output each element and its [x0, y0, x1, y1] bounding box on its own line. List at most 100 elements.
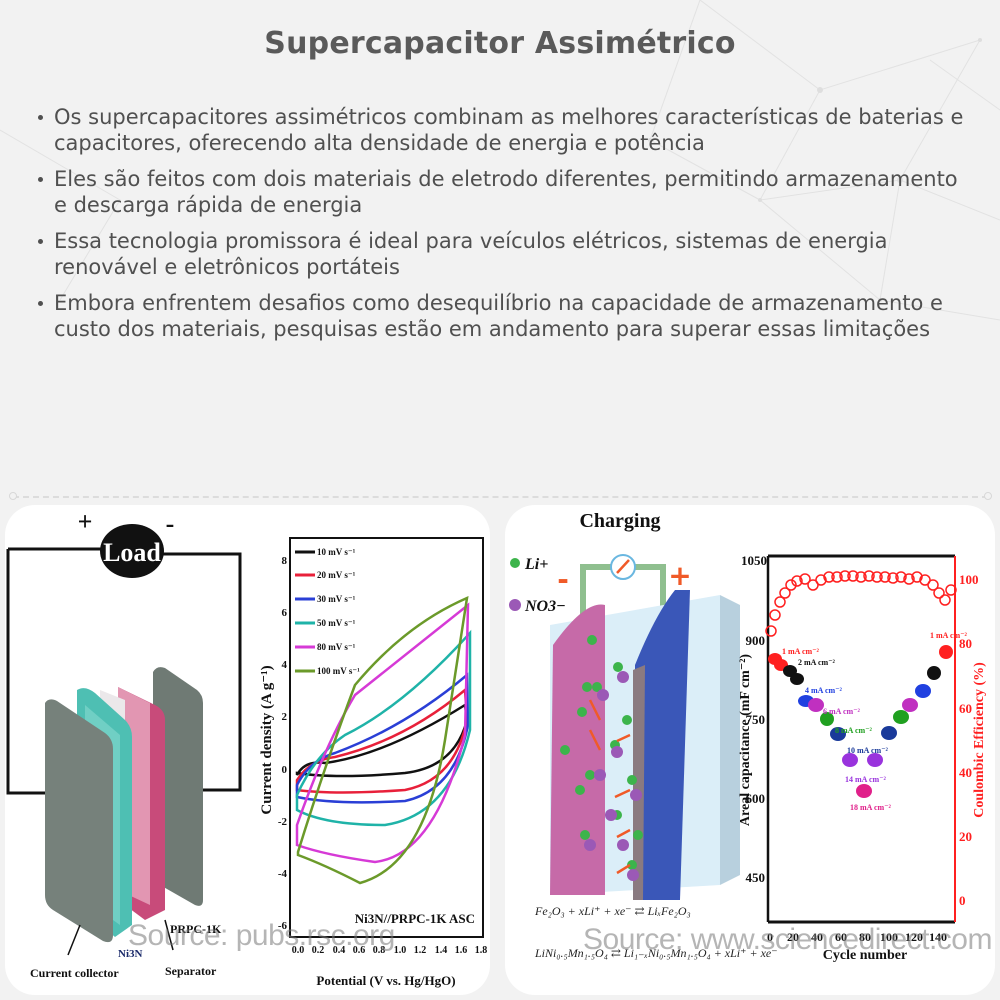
source-caption-left: Source: pubs.rsc.org: [128, 919, 395, 952]
bullet-item: Os supercapacitores assimétricos combina…: [36, 104, 976, 156]
li-ion-icon: [510, 558, 520, 568]
bullet-text: Embora enfrentem desafios como desequilí…: [54, 291, 943, 341]
bullet-item: Eles são feitos com dois materiais de el…: [36, 166, 976, 218]
svg-text:0.0: 0.0: [292, 945, 305, 956]
separator-end-icon: [984, 492, 992, 500]
svg-text:1.8: 1.8: [475, 945, 488, 956]
cv-ylabel: Current density (A g⁻¹): [259, 665, 275, 814]
cv-xlabel: Potential (V vs. Hg/HgO): [316, 973, 455, 988]
bullet-item: Embora enfrentem desafios como desequilí…: [36, 290, 976, 342]
bullet-text: Essa tecnologia promissora é ideal para …: [54, 229, 888, 279]
svg-text:50 mV s⁻¹: 50 mV s⁻¹: [317, 618, 356, 628]
svg-text:20: 20: [787, 930, 799, 944]
svg-text:0: 0: [959, 893, 966, 908]
svg-text:600: 600: [746, 791, 766, 806]
svg-text:2 mA cm⁻²: 2 mA cm⁻²: [798, 658, 835, 667]
svg-text:0: 0: [767, 930, 773, 944]
minus-terminal: -: [557, 563, 569, 596]
supercapacitor-diagram-and-cv-chart: Load + - Current collector Ni3N Separato…: [6, 507, 488, 988]
svg-text:14 mA cm⁻²: 14 mA cm⁻²: [845, 775, 886, 784]
svg-text:10 mV s⁻¹: 10 mV s⁻¹: [317, 547, 356, 557]
svg-text:900: 900: [746, 633, 766, 648]
svg-text:NO3−: NO3−: [524, 598, 566, 615]
separator-label: Separator: [165, 964, 217, 978]
svg-text:18 mA cm⁻²: 18 mA cm⁻²: [850, 803, 891, 812]
right-image-panel: Charging Li+ NO3− - +: [505, 505, 995, 995]
bullet-dot-icon: [38, 115, 43, 120]
bullet-dot-icon: [38, 301, 43, 306]
load-label: Load: [103, 538, 161, 567]
svg-text:0.8: 0.8: [373, 945, 386, 956]
bullet-item: Essa tecnologia promissora é ideal para …: [36, 228, 976, 280]
capacitance-chart: 1050 900 750 600 450 100 80 60 40 20 0 0 20 40 60…: [738, 553, 987, 963]
svg-text:8 mA cm⁻²: 8 mA cm⁻²: [835, 726, 872, 735]
bullet-dot-icon: [38, 177, 43, 182]
svg-text:80: 80: [859, 930, 871, 944]
ni3n-label: Ni3N: [118, 948, 143, 960]
cv-annotation: Ni3N//PRPC-1K ASC: [355, 911, 475, 926]
svg-text:0: 0: [282, 764, 288, 776]
separator-end-icon: [9, 492, 17, 500]
svg-text:1.4: 1.4: [435, 945, 448, 956]
svg-text:-2: -2: [278, 816, 288, 828]
svg-text:4: 4: [282, 659, 288, 671]
plus-sign: +: [78, 507, 93, 536]
svg-text:1.0: 1.0: [394, 945, 407, 956]
svg-text:0.2: 0.2: [312, 945, 325, 956]
svg-text:1 mA cm⁻²: 1 mA cm⁻²: [930, 631, 967, 640]
current-collector-right: [153, 667, 203, 906]
svg-text:6 mA cm⁻²: 6 mA cm⁻²: [823, 707, 860, 716]
svg-text:10 mA cm⁻²: 10 mA cm⁻²: [847, 746, 888, 755]
reaction-equation-anode: Fe₂O₃ + xLi⁺ + xe⁻ ⇄ LiₓFe₂O₃: [534, 904, 691, 918]
svg-text:60: 60: [835, 930, 847, 944]
svg-text:1050: 1050: [741, 553, 767, 568]
current-collector-label: Current collector: [30, 966, 119, 980]
svg-text:1 mA cm⁻²: 1 mA cm⁻²: [782, 647, 819, 656]
svg-text:6: 6: [282, 607, 288, 619]
svg-text:40: 40: [811, 930, 823, 944]
svg-text:4 mA cm⁻²: 4 mA cm⁻²: [805, 686, 842, 695]
bullet-text: Eles são feitos com dois materiais de el…: [54, 167, 958, 217]
nitrate-ion-icon: [509, 599, 521, 611]
svg-text:80 mV s⁻¹: 80 mV s⁻¹: [317, 642, 356, 652]
current-collector-left: [45, 699, 113, 943]
dashed-separator: [13, 496, 988, 498]
svg-text:20: 20: [959, 829, 972, 844]
svg-text:100 mV s⁻¹: 100 mV s⁻¹: [317, 666, 360, 676]
cap-xlabel: Cycle number: [823, 948, 907, 963]
lnmo-electrode: [635, 590, 690, 900]
svg-text:2: 2: [282, 711, 288, 723]
svg-text:60: 60: [959, 701, 972, 716]
fe2o3-electrode: [550, 604, 605, 895]
svg-text:1.6: 1.6: [455, 945, 468, 956]
svg-text:40: 40: [959, 765, 972, 780]
svg-text:Li+: Li+: [524, 556, 548, 573]
svg-text:0.4: 0.4: [333, 945, 346, 956]
left-image-panel: Load + - Current collector Ni3N Separato…: [5, 505, 490, 995]
svg-text:120: 120: [905, 930, 923, 944]
prpc-label: PRPC-1K: [170, 922, 222, 936]
svg-text:140: 140: [929, 930, 947, 944]
source-caption-right: Source: www.sciencedirect.com: [583, 923, 993, 956]
svg-text:100: 100: [959, 572, 979, 587]
ce-ylabel: Coulombic Efficiency (%): [972, 662, 987, 818]
svg-text:450: 450: [746, 870, 766, 885]
svg-text:1.2: 1.2: [414, 945, 427, 956]
load-icon: [100, 524, 164, 578]
reaction-equation-cathode: LiNi₀.₅Mn₁.₅O₄ ⇄ Li₁₋ₓNi₀.₅Mn₁.₅O₄ + xLi…: [534, 946, 778, 960]
svg-text:20 mV s⁻¹: 20 mV s⁻¹: [317, 570, 356, 580]
charging-title: Charging: [579, 510, 660, 532]
svg-text:100: 100: [880, 930, 898, 944]
svg-text:80: 80: [959, 636, 972, 651]
page-title: Supercapacitor Assimétrico: [264, 26, 736, 61]
minus-sign: -: [166, 509, 175, 538]
charging-diagram-and-capacitance-chart: Charging Li+ NO3− - +: [509, 510, 987, 963]
bullet-text: Os supercapacitores assimétricos combina…: [54, 105, 964, 155]
cv-chart: 8 6 4 2 0 -2 -4 -6 0.0 0.2 0.4 0.6 0.8 1.0 1.2 1.4…: [259, 537, 488, 988]
svg-text:750: 750: [746, 712, 766, 727]
bullet-list: Os supercapacitores assimétricos combina…: [36, 104, 976, 352]
svg-text:-6: -6: [278, 920, 288, 932]
svg-text:-4: -4: [278, 868, 288, 880]
cap-ylabel: Areal capacitance (mF cm⁻²): [738, 654, 753, 826]
